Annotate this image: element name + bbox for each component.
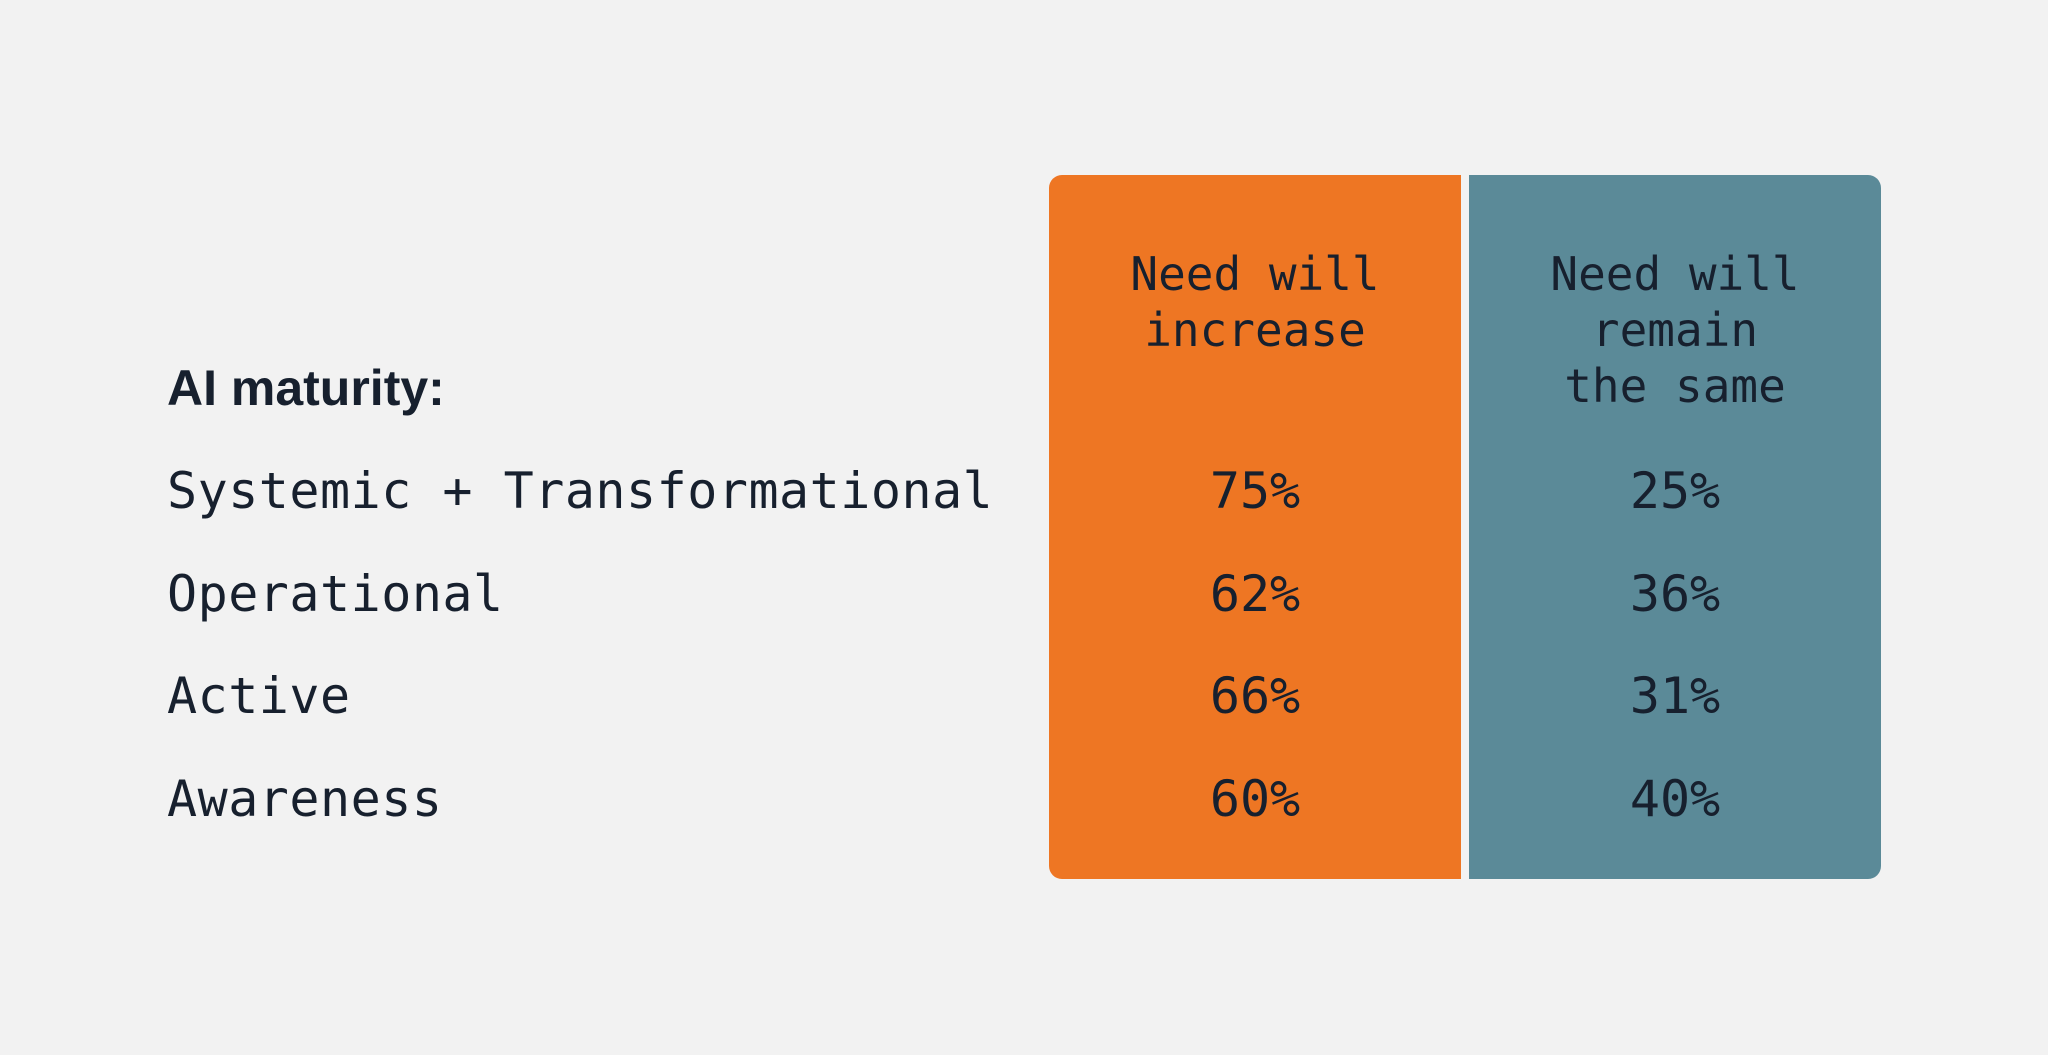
row-label: Awareness <box>167 770 443 829</box>
cell-value: 25% <box>1629 462 1721 520</box>
cell-value: 66% <box>1209 667 1301 726</box>
cell-value: 60% <box>1209 770 1301 829</box>
cell-value: 36% <box>1629 564 1721 623</box>
row-label: Systemic + Transformational <box>167 462 994 520</box>
column-band <box>1049 175 1461 879</box>
cell-value: 75% <box>1209 462 1301 520</box>
column-header: Need will remain the same <box>1550 247 1800 413</box>
cell-value: 31% <box>1629 667 1721 726</box>
column-header: Need will increase <box>1130 247 1380 357</box>
cell-value: 62% <box>1209 564 1301 623</box>
column-band <box>1469 175 1881 879</box>
row-label: Active <box>167 667 351 726</box>
row-header: AI maturity: <box>167 360 445 416</box>
cell-value: 40% <box>1629 770 1721 829</box>
row-label: Operational <box>167 564 504 623</box>
